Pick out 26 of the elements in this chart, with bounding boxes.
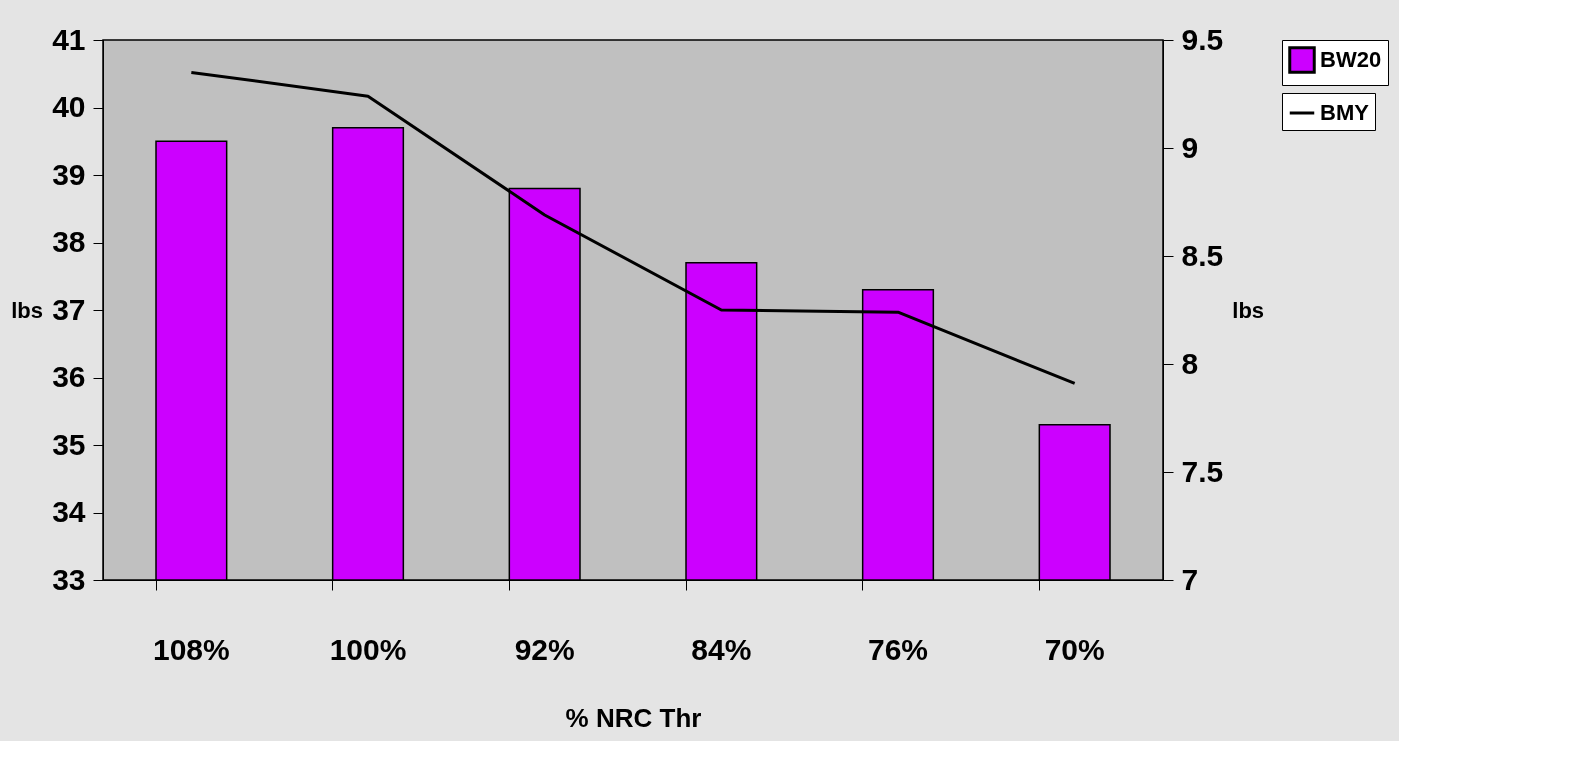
x-tick-label: 84% bbox=[691, 632, 752, 666]
x-tick-label: 76% bbox=[867, 632, 929, 666]
y-tick-label: 38 bbox=[52, 225, 86, 258]
y-tick-label: 35 bbox=[52, 427, 86, 461]
y-tick-label: 40 bbox=[52, 90, 86, 123]
y-tick-label: 37 bbox=[52, 292, 86, 326]
y-tick-label: 36 bbox=[52, 360, 86, 393]
y-tick-label: 33 bbox=[52, 562, 86, 596]
y-tick-label: 41 bbox=[52, 22, 86, 56]
x-tick-label: 70% bbox=[1044, 632, 1105, 666]
legend-label: BW20 bbox=[1320, 47, 1382, 72]
y2-tick-label: 7 bbox=[1181, 562, 1199, 596]
y-axis-title: lbs bbox=[11, 297, 44, 323]
y2-tick-label: 8.5 bbox=[1181, 238, 1224, 272]
x-tick-label: 100% bbox=[329, 632, 407, 666]
y2-axis-title: lbs bbox=[1232, 297, 1265, 323]
y-tick-label: 39 bbox=[52, 157, 86, 191]
x-axis-title: % NRC Thr bbox=[565, 702, 702, 733]
y-tick-label: 34 bbox=[52, 495, 86, 528]
x-tick-label: 92% bbox=[514, 632, 575, 666]
y2-tick-label: 9 bbox=[1181, 130, 1199, 164]
legend-label: BMY bbox=[1320, 100, 1370, 125]
x-tick-label: 108% bbox=[152, 632, 230, 666]
y2-tick-label: 8 bbox=[1181, 346, 1199, 380]
y2-tick-label: 9.5 bbox=[1181, 22, 1224, 56]
y2-tick-label: 7.5 bbox=[1181, 454, 1224, 488]
